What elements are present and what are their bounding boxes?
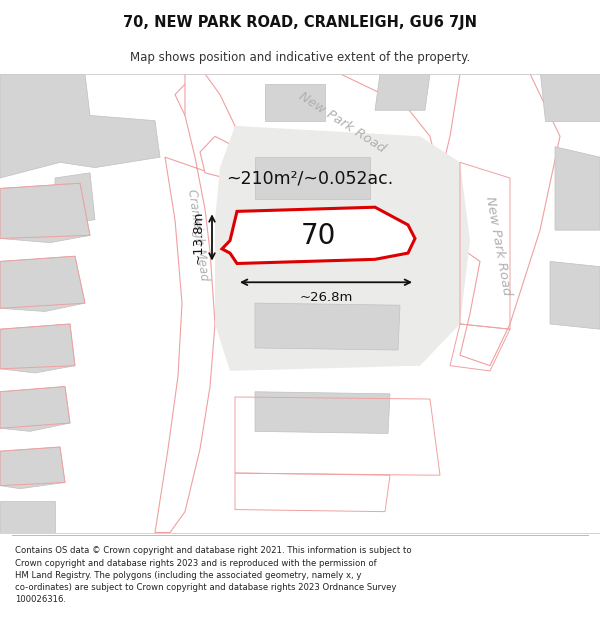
Polygon shape	[0, 447, 65, 489]
Polygon shape	[215, 126, 470, 371]
Text: Contains OS data © Crown copyright and database right 2021. This information is : Contains OS data © Crown copyright and d…	[15, 546, 412, 604]
Text: 70, NEW PARK ROAD, CRANLEIGH, GU6 7JN: 70, NEW PARK ROAD, CRANLEIGH, GU6 7JN	[123, 14, 477, 29]
Polygon shape	[0, 324, 75, 373]
Text: Map shows position and indicative extent of the property.: Map shows position and indicative extent…	[130, 51, 470, 64]
Polygon shape	[0, 74, 160, 178]
Polygon shape	[222, 208, 415, 264]
Polygon shape	[255, 303, 400, 350]
Polygon shape	[155, 74, 240, 532]
Polygon shape	[255, 392, 390, 434]
Polygon shape	[420, 74, 560, 366]
Polygon shape	[550, 261, 600, 329]
Text: 70: 70	[301, 222, 335, 251]
Text: ~13.8m: ~13.8m	[191, 211, 205, 264]
Polygon shape	[55, 173, 95, 225]
Polygon shape	[0, 501, 55, 532]
Polygon shape	[0, 386, 70, 431]
Text: ~210m²/~0.052ac.: ~210m²/~0.052ac.	[226, 169, 394, 187]
Polygon shape	[0, 256, 85, 311]
Polygon shape	[200, 136, 235, 178]
Text: New Park Road: New Park Road	[296, 90, 388, 156]
Polygon shape	[375, 74, 430, 110]
Polygon shape	[0, 183, 90, 243]
Polygon shape	[255, 157, 370, 199]
Polygon shape	[175, 74, 440, 220]
Polygon shape	[540, 74, 600, 121]
Text: ~26.8m: ~26.8m	[299, 291, 353, 304]
Polygon shape	[555, 147, 600, 230]
Text: Cranleigh Mead: Cranleigh Mead	[185, 189, 211, 282]
Text: New Park Road: New Park Road	[483, 195, 513, 296]
Polygon shape	[265, 84, 325, 121]
